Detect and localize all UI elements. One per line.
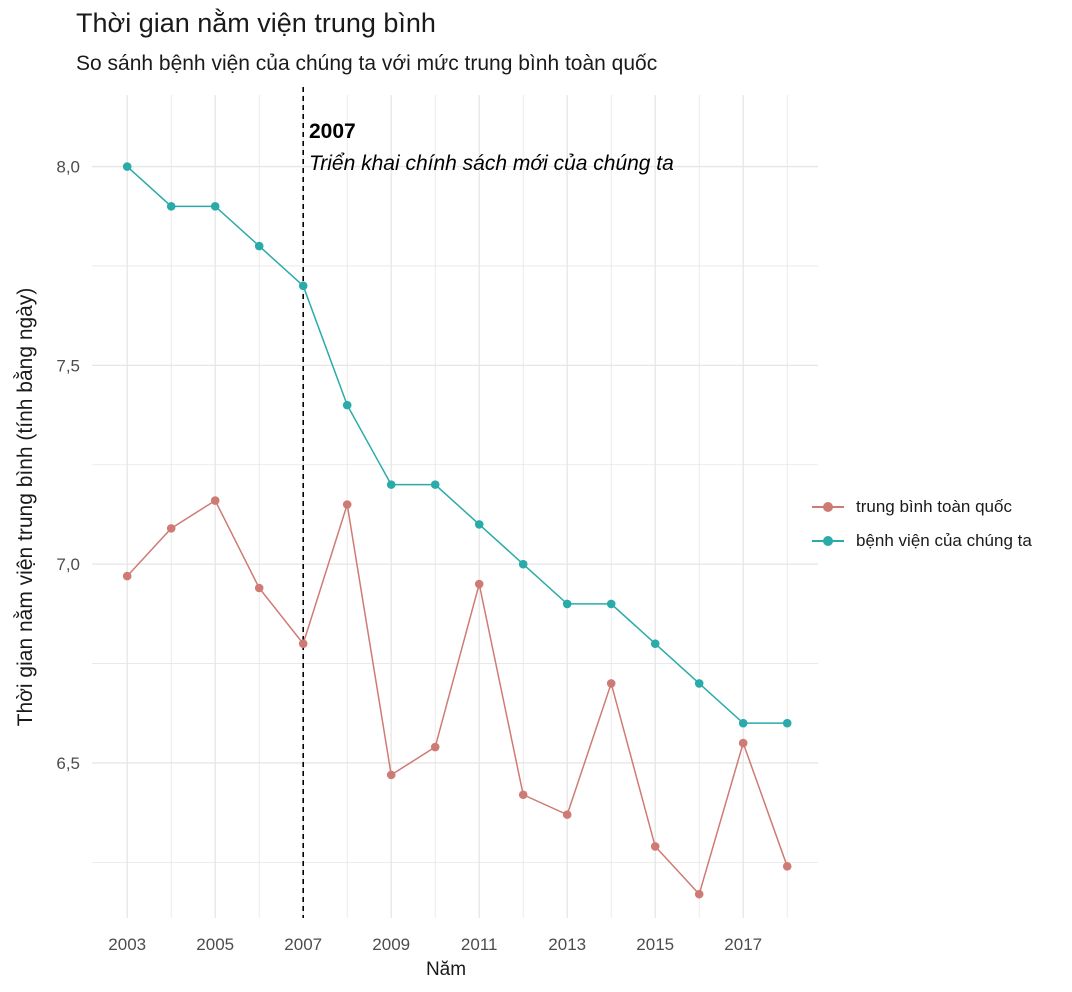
x-tick-label: 2011 [461,935,498,954]
y-tick-label: 7,5 [56,356,80,375]
x-tick-label: 2007 [284,935,322,954]
legend-label-national: trung bình toàn quốc [856,497,1012,516]
data-point-1 [474,520,484,529]
annotation-text: Triển khai chính sách mới của chúng ta [309,152,674,175]
data-point-1 [166,202,176,211]
data-point-0 [474,579,484,589]
data-point-1 [650,639,660,648]
x-tick-label: 2005 [196,935,234,954]
data-point-0 [254,583,264,593]
data-point-1 [298,281,308,291]
x-tick-labels: 2003 2005 2007 2009 2011 2013 2015 2017 [108,935,762,954]
data-point-0 [430,742,440,752]
data-point-1 [782,718,792,728]
grid-lines [92,95,818,918]
data-point-0 [782,862,792,871]
x-tick-label: 2003 [108,935,146,954]
x-axis-label: Năm [426,959,466,980]
legend: trung bình toàn quốc bệnh viện của chúng… [808,490,1032,558]
data-point-0 [386,770,396,780]
data-point-1 [606,599,616,609]
data-point-1 [254,241,264,251]
data-point-0 [298,639,308,648]
data-point-0 [518,790,528,800]
data-point-1 [122,162,132,171]
legend-key-national [808,500,848,514]
data-point-0 [210,496,220,505]
data-point-1 [386,480,396,489]
data-point-1 [210,202,220,211]
y-axis-label: Thời gian nằm viện trung bình (tính bằng… [14,288,37,727]
y-tick-label: 7,0 [56,555,80,574]
data-point-0 [342,500,352,509]
data-point-1 [562,599,572,609]
series-line-0 [126,499,788,896]
chart-title: Thời gian nằm viện trung bình [76,8,436,38]
data-point-1 [342,400,352,410]
data-point-0 [738,738,748,748]
data-point-0 [650,842,660,851]
data-point-0 [606,679,616,688]
series-line-1 [126,166,788,724]
y-tick-labels: 6,5 7,0 7,5 8,0 [56,158,80,773]
series-group [122,162,792,899]
x-tick-label: 2013 [548,935,586,954]
legend-key-hospital [808,534,848,548]
chart-subtitle: So sánh bệnh viện của chúng ta với mức t… [76,52,658,75]
data-point-1 [694,679,704,688]
annotation-year: 2007 [309,120,356,143]
y-tick-label: 6,5 [56,754,80,773]
y-tick-label: 8,0 [56,158,80,177]
data-point-0 [694,889,704,899]
data-point-0 [562,810,572,819]
data-point-1 [738,718,748,728]
x-tick-label: 2017 [724,935,762,954]
data-point-0 [122,571,132,581]
data-point-0 [166,524,176,533]
legend-item-hospital: bệnh viện của chúng ta [808,524,1032,558]
data-point-1 [518,559,528,569]
x-tick-label: 2015 [636,935,674,954]
x-tick-label: 2009 [372,935,410,954]
legend-label-hospital: bệnh viện của chúng ta [856,531,1032,550]
legend-item-national: trung bình toàn quốc [808,490,1032,524]
data-point-1 [430,480,440,489]
